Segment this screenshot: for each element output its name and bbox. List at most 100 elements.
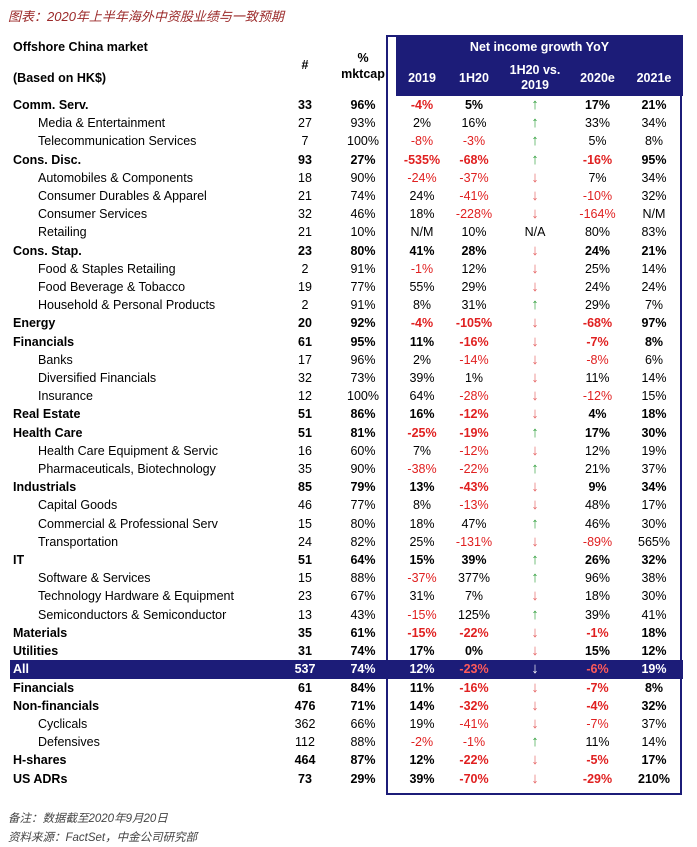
table-row: Health Care 51 81% -25% -19% ↑ 17% 30%	[10, 424, 683, 442]
cell: 91%	[350, 261, 376, 276]
table-row: Retailing 21 10% N/M 10% N/A 80% 83%	[10, 223, 683, 241]
cell: 15%	[584, 644, 611, 659]
cell: ↑	[531, 423, 539, 441]
row-label: Banks	[38, 352, 73, 367]
cell: ↑	[531, 514, 539, 532]
cell: -41%	[459, 716, 489, 731]
cell: 97%	[641, 316, 667, 331]
cell: ↑	[531, 460, 539, 478]
cell: 74%	[350, 644, 376, 659]
cell: 30%	[641, 589, 667, 604]
cell: 2	[301, 298, 309, 313]
cell: 8%	[412, 298, 432, 313]
cell: 29%	[461, 280, 487, 295]
cell: -37%	[407, 571, 437, 586]
cell: 23	[298, 589, 312, 604]
cell: ↑	[531, 569, 539, 587]
cell: 112	[295, 735, 315, 750]
row-label: Non-financials	[13, 698, 100, 713]
cell: 96%	[350, 98, 376, 112]
cell: ↓	[531, 405, 539, 423]
cell: 7%	[412, 443, 432, 458]
cell: ↑	[531, 551, 539, 569]
cell: -70%	[459, 771, 489, 786]
cell: 15	[298, 571, 312, 586]
cell: 14%	[641, 261, 667, 276]
cell: 32%	[641, 698, 667, 713]
cell: 17%	[641, 753, 667, 768]
cell: 43%	[350, 607, 376, 622]
cell: 73%	[350, 371, 376, 386]
cell: 100%	[347, 389, 379, 404]
cell: ↓	[531, 696, 539, 714]
cell: -22%	[459, 625, 489, 640]
cell: 18%	[641, 625, 667, 640]
cell: 21%	[641, 98, 667, 112]
cell: -19%	[459, 425, 489, 440]
cell: 18%	[409, 516, 435, 531]
cell: ↑	[531, 150, 539, 168]
table-row: Capital Goods 46 77% 8% -13% ↓ 48% 17%	[10, 496, 683, 514]
row-label: Diversified Financials	[38, 371, 157, 386]
cell: ↓	[531, 478, 539, 496]
cell: -16%	[582, 152, 613, 167]
cell: 8%	[644, 334, 664, 349]
cell: 35	[298, 462, 312, 477]
cell: 73	[298, 771, 312, 786]
cell: ↑	[531, 96, 539, 113]
cell: 83%	[641, 225, 667, 240]
header-cell: 2019	[396, 60, 448, 96]
row-label: Food & Staples Retailing	[38, 261, 176, 276]
cell: 4%	[588, 407, 607, 422]
cell: 10%	[461, 225, 487, 240]
table-row: US ADRs 73 29% 39% -70% ↓ -29% 210%	[10, 770, 683, 788]
cell: ↓	[531, 387, 539, 405]
cell: 2	[301, 261, 309, 276]
cell: -228%	[455, 207, 493, 222]
cell: 33%	[584, 116, 611, 131]
cell: 20	[298, 316, 312, 331]
row-label: Food Beverage & Tobacco	[38, 280, 186, 295]
header-cell: #	[301, 58, 309, 73]
cell: 11%	[409, 680, 435, 695]
cell: 14%	[641, 735, 667, 750]
cell: 46%	[350, 207, 376, 222]
cell: 17%	[641, 498, 667, 513]
table-row: Financials 61 95% 11% -16% ↓ -7% 8%	[10, 333, 683, 351]
cell: 51	[298, 425, 312, 440]
row-label: Health Care	[13, 425, 83, 440]
cell: 15%	[641, 389, 667, 404]
cell: 74%	[350, 189, 376, 204]
cell: 30%	[641, 425, 667, 440]
cell: -4%	[410, 98, 434, 112]
cell: 61	[298, 680, 312, 695]
cell: -1%	[462, 735, 486, 750]
table-row: Semiconductors & Semiconductor 13 43% -15% 1…	[10, 606, 683, 624]
cell: 39%	[461, 553, 487, 568]
row-label: Defensives	[38, 735, 100, 750]
cell: 15%	[409, 553, 435, 568]
cell: -22%	[459, 462, 489, 477]
cell: ↓	[531, 205, 539, 223]
cell: -14%	[459, 352, 489, 367]
table-body: Comm. Serv. 33 96% -4% 5% ↑ 17% 21% Media & Ente…	[10, 96, 683, 788]
table-row: Media & Entertainment 27 93% 2% 16% ↑ 33% 34%	[10, 114, 683, 132]
cell: 87%	[350, 753, 376, 768]
cell: 6%	[644, 352, 664, 367]
cell: 24%	[409, 189, 435, 204]
cell: -105%	[455, 316, 493, 331]
cell: -29%	[582, 771, 613, 786]
cell: 64%	[350, 553, 376, 568]
table-row: Software & Services 15 88% -37% 377% ↑ 96% 38%	[10, 569, 683, 587]
cell: 27%	[350, 152, 376, 167]
cell: -22%	[459, 753, 489, 768]
data-table: Offshore China market # % mktcap Net inc…	[10, 35, 683, 788]
cell: -12%	[582, 389, 613, 404]
table-row: Financials 61 84% 11% -16% ↓ -7% 8%	[10, 679, 683, 697]
cell: -38%	[407, 462, 437, 477]
row-label: Insurance	[38, 389, 93, 404]
cell: 17%	[584, 425, 611, 440]
cell: 16	[298, 443, 312, 458]
table-row: Insurance 12 100% 64% -28% ↓ -12% 15%	[10, 387, 683, 405]
